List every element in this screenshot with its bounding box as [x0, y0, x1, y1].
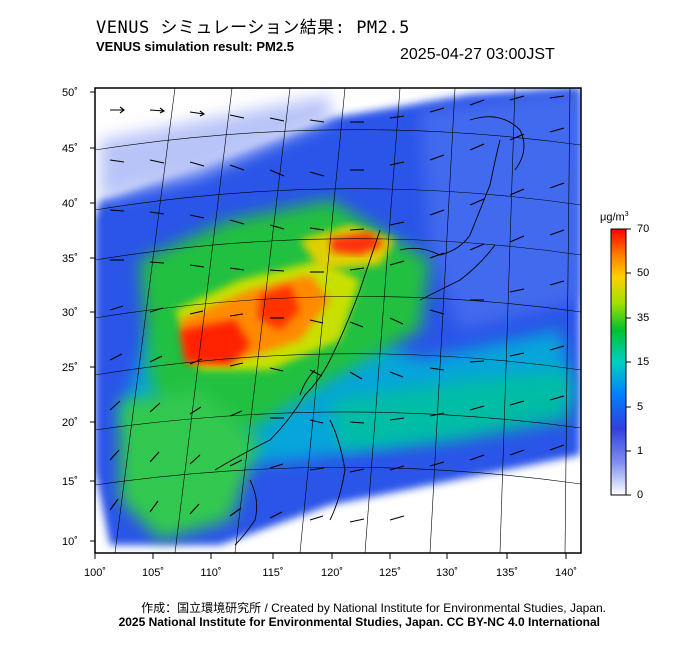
pm25-field [95, 88, 580, 545]
field-light-blue-east [420, 90, 580, 330]
map-frame [94, 87, 582, 554]
colorbar-tick-label: 1 [637, 445, 644, 457]
field-green-south [120, 390, 260, 540]
axis-ticks [90, 91, 567, 559]
field-teal-arc [330, 370, 570, 450]
latitude-labels: 50˚ 45˚ 40˚ 35˚ 30˚ 25˚ 20˚ 15˚ 10˚ [62, 87, 78, 548]
lon-label: 115˚ [262, 567, 283, 579]
lon-label: 140˚ [555, 567, 577, 579]
lon-label: 135˚ [496, 567, 518, 579]
title-english: VENUS simulation result: PM2.5 [96, 39, 294, 54]
field-red-central [258, 285, 300, 330]
colorbar [610, 228, 627, 496]
credit-line-license: 2025 National Institute for Environmenta… [118, 615, 600, 629]
lat-label: 25˚ [62, 362, 78, 374]
field-red-west [180, 320, 250, 365]
lat-label: 30˚ [62, 307, 78, 319]
longitude-labels: 100˚ 105˚ 110˚ 115˚ 120˚ 125˚ 130˚ 135˚ … [84, 567, 577, 579]
lon-label: 125˚ [379, 567, 401, 579]
lon-label: 110˚ [200, 567, 221, 579]
colorbar-tick-label: 0 [637, 489, 644, 501]
title-japanese: VENUS シミュレーション結果: PM2.5 [96, 18, 410, 38]
lat-label: 10˚ [62, 536, 78, 548]
lat-label: 20˚ [62, 417, 78, 429]
colorbar-tick-label: 70 [637, 223, 650, 235]
wind-vectors [109, 95, 565, 523]
lat-label: 15˚ [62, 476, 78, 488]
field-red-north [330, 232, 385, 255]
forecast-timestamp: 2025-04-27 03:00JST [400, 46, 555, 63]
colorbar-ticks [626, 228, 631, 496]
lon-label: 105˚ [142, 567, 164, 579]
lat-label: 35˚ [62, 253, 78, 265]
credit-line-creator: 作成：国立環境研究所 / Created by National Institu… [141, 601, 606, 615]
lon-label: 100˚ [84, 567, 106, 579]
lon-label: 120˚ [321, 567, 343, 579]
map-area [95, 88, 581, 553]
colorbar-tick-label: 50 [637, 267, 650, 279]
lat-label: 40˚ [62, 198, 78, 210]
lat-label: 50˚ [62, 87, 78, 99]
lon-label: 130˚ [436, 567, 458, 579]
colorbar-tick-label: 35 [637, 312, 650, 324]
coastlines [214, 116, 525, 546]
graticule [95, 88, 581, 553]
field-pale-north [100, 95, 330, 200]
lat-label: 45˚ [62, 143, 78, 155]
colorbar-tick-label: 5 [637, 401, 644, 413]
colorbar-tick-label: 15 [637, 356, 650, 368]
colorbar-unit: μg/m3 [600, 211, 629, 224]
